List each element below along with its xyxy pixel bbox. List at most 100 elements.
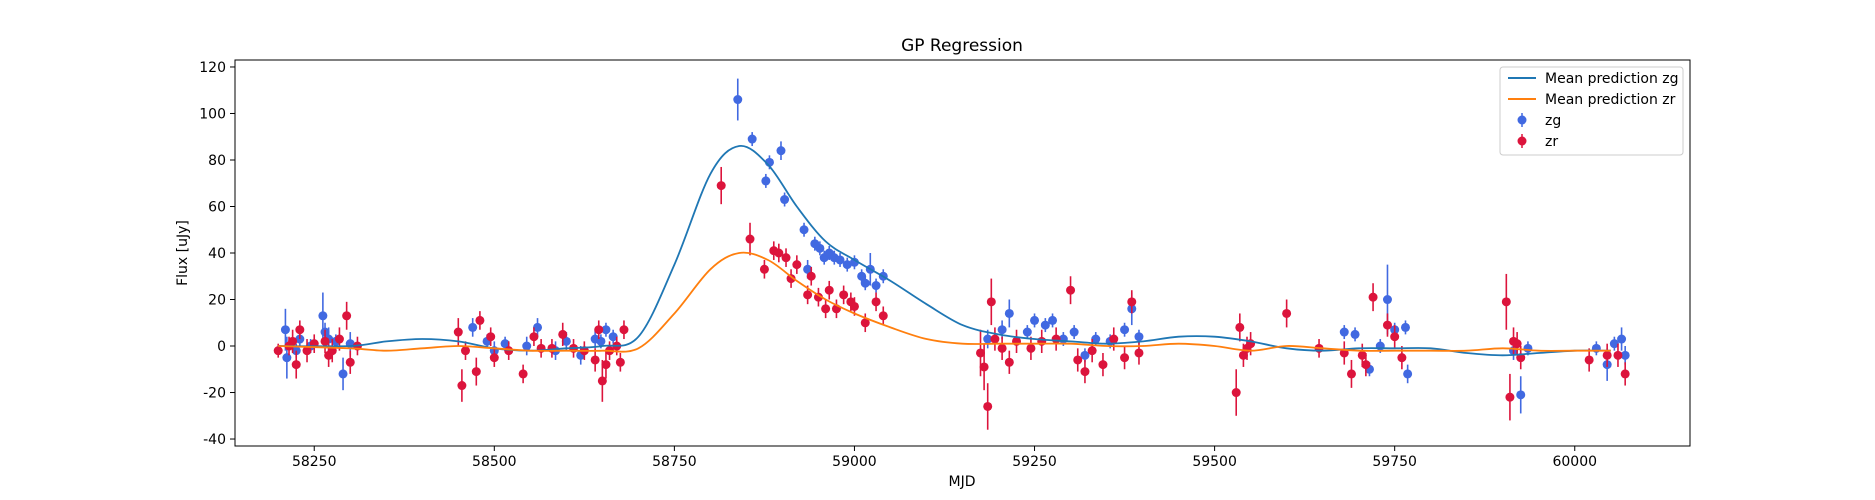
point-zr <box>1584 355 1594 365</box>
legend-label-mean-zg: Mean prediction zg <box>1545 71 1679 87</box>
point-zr <box>489 353 499 363</box>
y-tick-label: -40 <box>203 432 226 448</box>
point-zg <box>776 146 786 156</box>
point-zg <box>500 339 510 349</box>
point-zr <box>824 285 834 295</box>
point-zr <box>302 346 312 356</box>
point-zr <box>1368 292 1378 302</box>
point-zg <box>1523 343 1533 353</box>
point-zg <box>338 369 348 379</box>
point-zr <box>273 346 283 356</box>
point-zr <box>486 332 496 342</box>
point-zr <box>803 290 813 300</box>
point-zr <box>774 248 784 258</box>
point-zg <box>282 353 292 363</box>
point-zr <box>1361 360 1371 370</box>
point-zr <box>849 301 859 311</box>
legend-label-mean-zr: Mean prediction zr <box>1545 92 1676 108</box>
point-zr <box>786 274 796 284</box>
point-zg <box>761 176 771 186</box>
point-zr <box>288 336 298 346</box>
point-zg <box>1080 350 1090 360</box>
y-tick-label: 20 <box>208 293 226 309</box>
point-zr <box>839 290 849 300</box>
x-tick-label: 59250 <box>1012 454 1057 470</box>
point-zg <box>871 281 881 291</box>
point-zg <box>601 325 611 335</box>
point-zr <box>1501 297 1511 307</box>
point-zr <box>1602 350 1612 360</box>
chart-title: GP Regression <box>901 36 1023 56</box>
point-zr <box>1620 369 1630 379</box>
point-zr <box>558 329 568 339</box>
point-zr <box>597 376 607 386</box>
x-tick-label: 59500 <box>1192 454 1237 470</box>
point-zr <box>878 311 888 321</box>
axes-layer: 58250 58500 58750 59000 59250 59500 59750 60000… <box>199 60 1597 470</box>
point-zg <box>468 322 478 332</box>
point-zr <box>1346 369 1356 379</box>
point-zg <box>1048 315 1058 325</box>
point-zr <box>997 343 1007 353</box>
point-zg <box>803 264 813 274</box>
point-zr <box>1613 350 1623 360</box>
point-zr <box>976 348 986 358</box>
y-tick-label: 60 <box>208 199 226 215</box>
point-zg <box>1069 327 1079 337</box>
legend-label-zr: zr <box>1545 134 1558 150</box>
point-zr <box>983 401 993 411</box>
point-zr <box>821 304 831 314</box>
point-zg <box>1403 369 1413 379</box>
point-zg <box>835 255 845 265</box>
point-zr <box>1134 348 1144 358</box>
y-tick-label: 80 <box>208 153 226 169</box>
point-zr <box>806 271 816 281</box>
point-zg <box>1382 295 1392 305</box>
point-zr <box>1231 388 1241 398</box>
point-zr <box>334 334 344 344</box>
point-zg <box>799 225 809 235</box>
series-layer <box>273 78 1630 430</box>
y-tick-label: 40 <box>208 246 226 262</box>
point-zr <box>1390 332 1400 342</box>
point-zr <box>871 297 881 307</box>
y-tick-label: 120 <box>199 60 226 76</box>
point-zg <box>280 325 290 335</box>
point-zr <box>345 357 355 367</box>
point-zr <box>1282 308 1292 318</box>
point-zr <box>781 253 791 263</box>
point-zr <box>1357 350 1367 360</box>
line-mean-prediction-zr <box>278 251 1611 353</box>
point-zr <box>1051 334 1061 344</box>
point-zr <box>792 260 802 270</box>
point-zg <box>860 278 870 288</box>
point-zr <box>1026 343 1036 353</box>
y-axis-label: Flux [uJy] <box>175 220 191 286</box>
point-zr <box>1397 353 1407 363</box>
x-axis-label: MJD <box>949 474 976 490</box>
point-zr <box>529 332 539 342</box>
point-zr <box>1004 357 1014 367</box>
point-zr <box>619 325 629 335</box>
point-zg <box>983 334 993 344</box>
x-tick-label: 60000 <box>1552 454 1597 470</box>
legend-box <box>1499 66 1684 156</box>
point-zr <box>1382 320 1392 330</box>
plot-frame <box>234 59 1691 447</box>
point-zr <box>457 381 467 391</box>
point-zr <box>860 318 870 328</box>
x-tick-label: 58750 <box>652 454 697 470</box>
y-tick-label: -20 <box>203 386 226 402</box>
point-zg <box>608 332 618 342</box>
point-zr <box>291 360 301 370</box>
point-zg <box>857 271 867 281</box>
point-zg <box>533 322 543 332</box>
point-zr <box>342 311 352 321</box>
point-zr <box>460 346 470 356</box>
point-zr <box>1127 297 1137 307</box>
point-zr <box>813 292 823 302</box>
point-zr <box>1098 360 1108 370</box>
point-zg <box>522 341 532 351</box>
point-zg <box>842 260 852 270</box>
